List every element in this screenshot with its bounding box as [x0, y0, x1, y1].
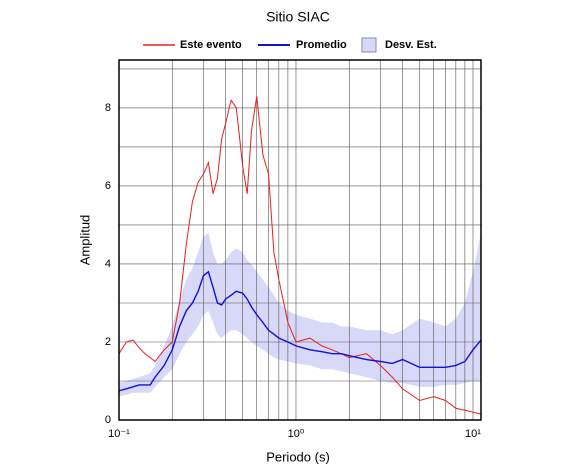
- series-line: [118, 96, 482, 415]
- chart-title: Sitio SIAC: [266, 9, 330, 25]
- std-band: [119, 232, 481, 397]
- legend-label: Promedio: [296, 39, 347, 51]
- legend-label: Desv. Est.: [385, 39, 437, 51]
- plot-frame: [118, 59, 482, 421]
- y-tick-label: 6: [105, 180, 111, 192]
- legend-swatch: [361, 37, 377, 53]
- x-tick-label: 10¹: [465, 428, 481, 440]
- y-tick-label: 2: [105, 336, 111, 348]
- y-tick-label: 4: [105, 258, 111, 270]
- x-tick-label: 10⁻¹: [108, 428, 130, 440]
- y-tick-label: 0: [105, 414, 111, 426]
- y-tick-label: 8: [105, 102, 111, 114]
- series-line: [118, 270, 482, 392]
- x-tick-label: 10⁰: [288, 428, 305, 440]
- x-axis-label: Periodo (s): [266, 449, 330, 464]
- y-axis-label: Amplitud: [77, 215, 92, 266]
- legend-label: Este evento: [180, 39, 242, 51]
